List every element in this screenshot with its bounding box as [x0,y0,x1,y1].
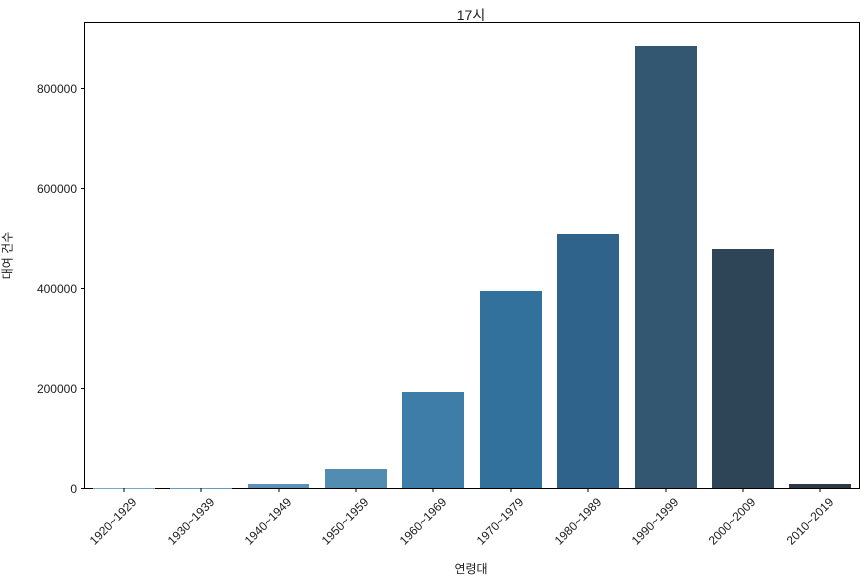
y-tick-mark [81,287,85,289]
x-axis-label: 연령대 [454,562,488,576]
x-tick-label: 2000~2009 [706,495,759,548]
x-tick-label: 1990~1999 [628,495,682,548]
x-tick-mark [200,488,202,492]
x-tick-mark [355,488,357,492]
bar-2000~2009 [711,248,774,488]
x-tick-label: 1970~1979 [473,495,527,548]
y-tick-mark [81,487,85,489]
x-tick-mark [665,488,666,492]
bar-1960~1969 [402,391,465,488]
bar-slot [395,23,472,488]
bar-1940~1949 [247,484,310,488]
bar-slot [240,23,317,488]
y-tick-label: 200000 [36,381,77,396]
x-tick-mark [587,488,589,492]
y-tick-label: 600000 [36,182,77,197]
bar-1970~1979 [479,291,542,488]
x-tick-mark [819,488,821,492]
y-tick-mark [81,88,85,90]
x-tick-mark [742,488,744,492]
y-tick-label: 400000 [36,281,77,296]
x-tick-label: 1920~1929 [86,495,140,548]
y-tick-mark [81,188,85,190]
y-axis-label: 대여 건수 [0,231,15,280]
bar-slot [627,23,704,488]
bar-1990~1999 [634,46,697,488]
x-tick-mark [432,488,434,492]
x-tick-mark [278,488,279,492]
x-tick-label: 1930~1939 [164,495,217,548]
plot-area: 0 200000 400000 600000 800000 1920~1929 1930~… [37,22,860,548]
x-tick-label: 1940~1949 [241,495,295,548]
x-tick-label: 1950~1959 [319,495,372,548]
bar-2010~2019 [789,483,852,488]
bar-1950~1959 [324,468,387,488]
bar-slot [704,23,781,488]
bar-slot [162,23,239,488]
bar-slot [85,23,162,488]
y-tick-label: 0 [70,481,77,496]
bar-slot [782,23,859,488]
chart-title: 17시 [456,7,486,23]
x-tick-label: 1960~1969 [396,495,450,548]
y-tick-mark [81,387,85,389]
bars-container [85,23,859,488]
bar-slot [317,23,394,488]
bar-slot [472,23,549,488]
x-tick-label: 2010~2019 [783,495,837,548]
x-tick-mark [123,488,125,492]
bar-1980~1989 [557,234,620,488]
y-tick-label: 800000 [36,82,77,97]
x-tick-label: 1980~1989 [551,495,604,548]
bar-slot [549,23,626,488]
x-tick-mark [510,488,512,492]
